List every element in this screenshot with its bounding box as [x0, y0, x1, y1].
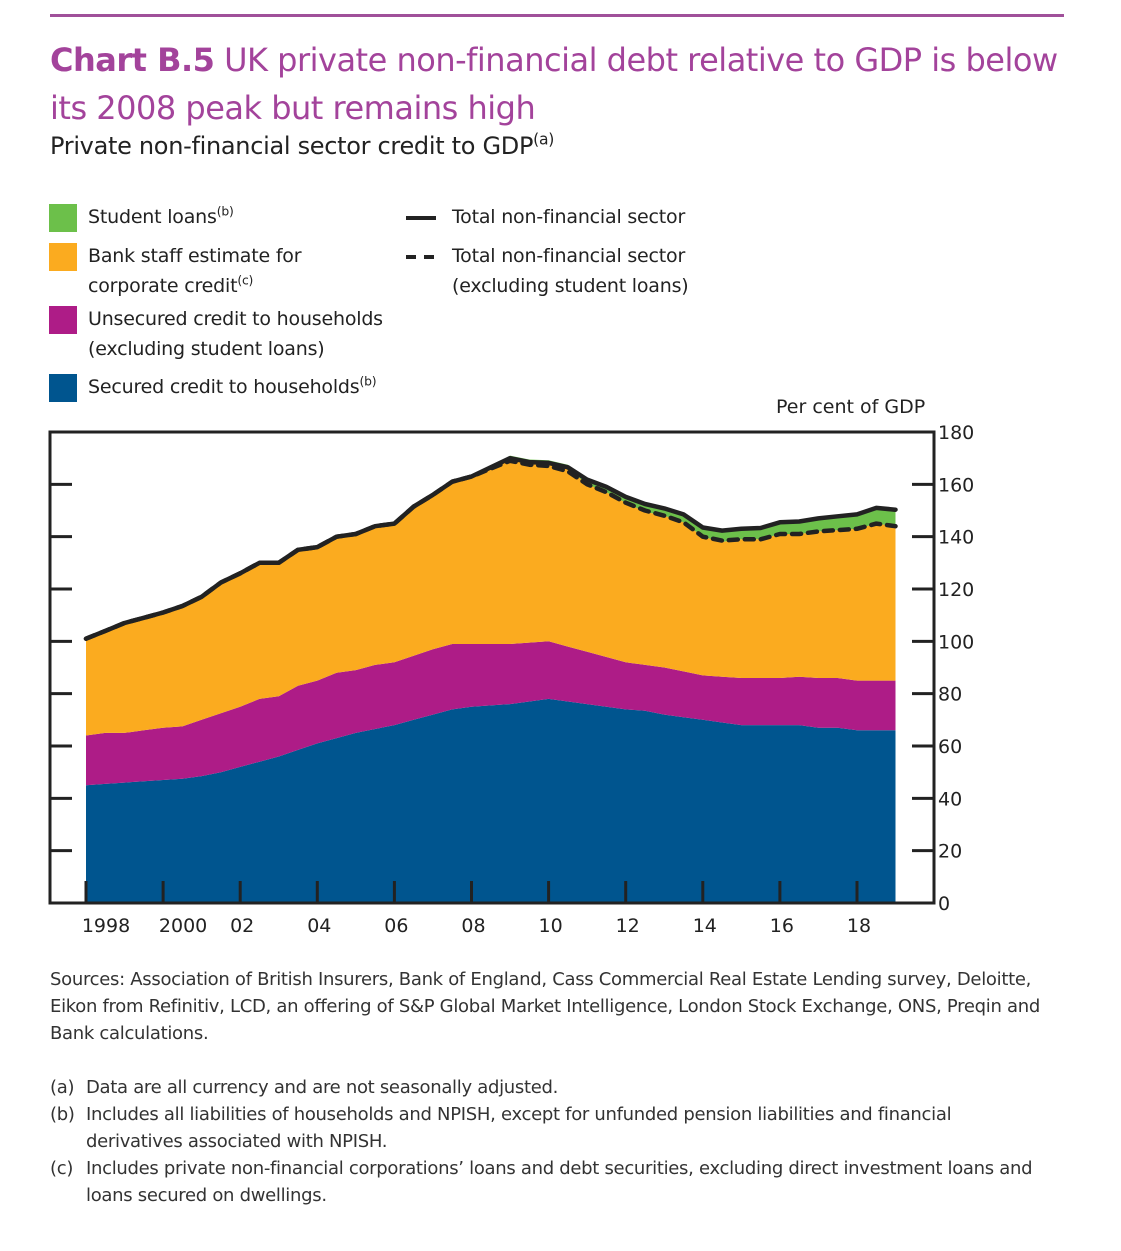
footnote-key: (c) — [50, 1158, 74, 1179]
legend-total: Total non-financial sector — [406, 202, 685, 232]
footnote-key: (a) — [50, 1077, 75, 1098]
legend-student-loans: Student loans(b) — [49, 202, 234, 232]
x-tick-label: 12 — [616, 915, 640, 937]
subtitle-note: (a) — [533, 130, 554, 149]
y-tick-label: 140 — [938, 527, 974, 549]
legend-label-unsecured: Unsecured credit to households (excluding… — [88, 304, 383, 364]
x-tick-label: 1998 — [82, 915, 130, 937]
y-tick-label: 40 — [938, 788, 962, 810]
x-tick-label: 14 — [693, 915, 717, 937]
x-tick-label: 02 — [230, 915, 254, 937]
plot-frame — [48, 430, 936, 905]
x-tick-label: 10 — [539, 915, 563, 937]
area-unsecured-credit — [86, 641, 896, 786]
chart-title-text: UK private non-financial debt relative t… — [50, 41, 1058, 127]
legend-text: Total non-financial sector — [452, 245, 686, 267]
y-axis-unit-label: Per cent of GDP — [776, 396, 926, 418]
line-layer — [83, 455, 898, 641]
subtitle-text: Private non-financial sector credit to G… — [50, 132, 534, 160]
legend-total-excluding-student: Total non-financial sector (excluding stu… — [406, 241, 689, 301]
legend-swatch-secured — [49, 374, 77, 402]
chart-subtitle: Private non-financial sector credit to G… — [50, 132, 554, 160]
legend-note: (b) — [216, 204, 234, 219]
footnote-text: Includes all liabilities of households a… — [86, 1104, 952, 1152]
x-tick-label: 16 — [770, 915, 794, 937]
x-tick-label: 06 — [384, 915, 408, 937]
y-tick-label: 120 — [938, 579, 974, 601]
sources-text: Sources: Association of British Insurers… — [50, 969, 1040, 1044]
legend-text-line2: (excluding student loans) — [452, 275, 689, 297]
x-tick-label: 04 — [307, 915, 331, 937]
legend-text: Bank staff estimate for — [88, 245, 302, 267]
chart-title: Chart B.5 UK private non-financial debt … — [50, 36, 1090, 132]
x-axis: 1998 2000 02 04 06 08 10 12 14 16 18 — [82, 881, 871, 937]
legend-note: (b) — [359, 374, 377, 389]
y-axis: 0 20 40 60 80 100 120 140 160 180 — [50, 422, 974, 915]
footnotes: (a) Data are all currency and are not sea… — [50, 1074, 1050, 1209]
y-tick-label: 80 — [938, 684, 962, 706]
legend-label-total-ex: Total non-financial sector (excluding stu… — [452, 241, 689, 301]
area-secured-credit — [86, 698, 896, 903]
x-tick-label: 2000 — [159, 915, 207, 937]
line-total-excluding-student-loans — [83, 458, 898, 641]
footnote-b: (b) Includes all liabilities of household… — [50, 1101, 1050, 1155]
y-tick-label: 180 — [938, 422, 974, 444]
legend-swatch-corporate — [49, 243, 77, 271]
footnote-text: Data are all currency and are not season… — [86, 1077, 559, 1098]
y-tick-label: 20 — [938, 841, 962, 863]
legend-corporate-credit: Bank staff estimate for corporate credit(… — [49, 241, 302, 301]
footnote-a: (a) Data are all currency and are not sea… — [50, 1074, 1050, 1101]
y-tick-label: 160 — [938, 474, 974, 496]
y-tick-label: 0 — [938, 893, 950, 915]
footnote-key: (b) — [50, 1104, 75, 1125]
legend-text-line2: corporate credit(c) — [88, 271, 301, 301]
legend-secured-credit: Secured credit to households(b) — [49, 372, 377, 402]
area-corporate-credit — [86, 458, 896, 736]
legend-text: corporate credit — [88, 275, 238, 297]
legend-label-student: Student loans(b) — [88, 202, 234, 232]
y-tick-label: 100 — [938, 631, 974, 653]
legend-text: Secured credit to households — [88, 376, 360, 398]
legend-dashed-line-icon — [406, 255, 436, 259]
legend-note: (c) — [237, 273, 254, 288]
area-layer — [86, 455, 896, 903]
legend-text: Student loans — [88, 206, 217, 228]
legend-text: Total non-financial sector — [452, 206, 686, 228]
chart-number: Chart B.5 — [50, 41, 215, 79]
y-tick-label: 60 — [938, 736, 962, 758]
footnote-c: (c) Includes private non-financial corpor… — [50, 1155, 1050, 1209]
legend-swatch-student — [49, 204, 77, 232]
x-tick-label: 08 — [461, 915, 485, 937]
top-rule — [50, 14, 1064, 17]
legend-label-corporate: Bank staff estimate for corporate credit(… — [88, 241, 302, 301]
legend-label-secured: Secured credit to households(b) — [88, 372, 377, 402]
legend-text-line2: (excluding student loans) — [88, 338, 325, 360]
legend-solid-line-icon — [406, 216, 436, 220]
x-tick-label: 18 — [847, 915, 871, 937]
legend-swatch-unsecured — [49, 306, 77, 334]
footnote-text: Includes private non-financial corporati… — [86, 1158, 1033, 1206]
legend-unsecured-credit: Unsecured credit to households (excluding… — [49, 304, 383, 364]
legend-text: Unsecured credit to households — [88, 308, 383, 330]
